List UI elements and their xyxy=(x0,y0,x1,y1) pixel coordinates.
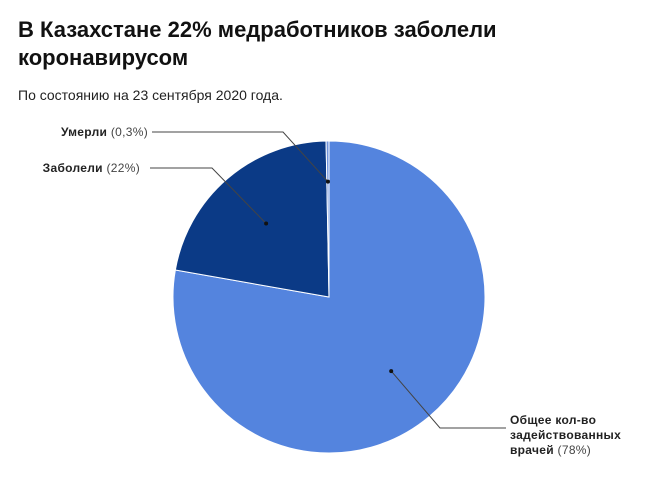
category-name: Общее кол-во задействованных врачей xyxy=(510,413,622,457)
leader-dot xyxy=(389,369,394,374)
slice-label: Заболели (22%) xyxy=(30,161,140,176)
leader-line xyxy=(152,131,329,182)
chart-title: В Казахстане 22% медработников заболели … xyxy=(18,17,497,70)
category-name: Умерли xyxy=(60,125,108,139)
slice-label: Общее кол-во задействованных врачей (78%… xyxy=(510,413,622,458)
leader-dot xyxy=(325,179,330,184)
leader-line xyxy=(150,167,267,224)
category-name: Заболели xyxy=(42,161,103,175)
value-label: (22%) xyxy=(106,161,140,175)
leader-dot xyxy=(264,221,269,226)
value-label: (0,3%) xyxy=(110,125,148,139)
value-label: (78%) xyxy=(557,443,592,457)
slice-label: Умерли (0,3%) xyxy=(38,125,148,140)
pie-slice xyxy=(174,140,330,298)
chart-subtitle: По состоянию на 23 сентября 2020 года. xyxy=(18,87,283,103)
leader-line xyxy=(390,370,506,429)
